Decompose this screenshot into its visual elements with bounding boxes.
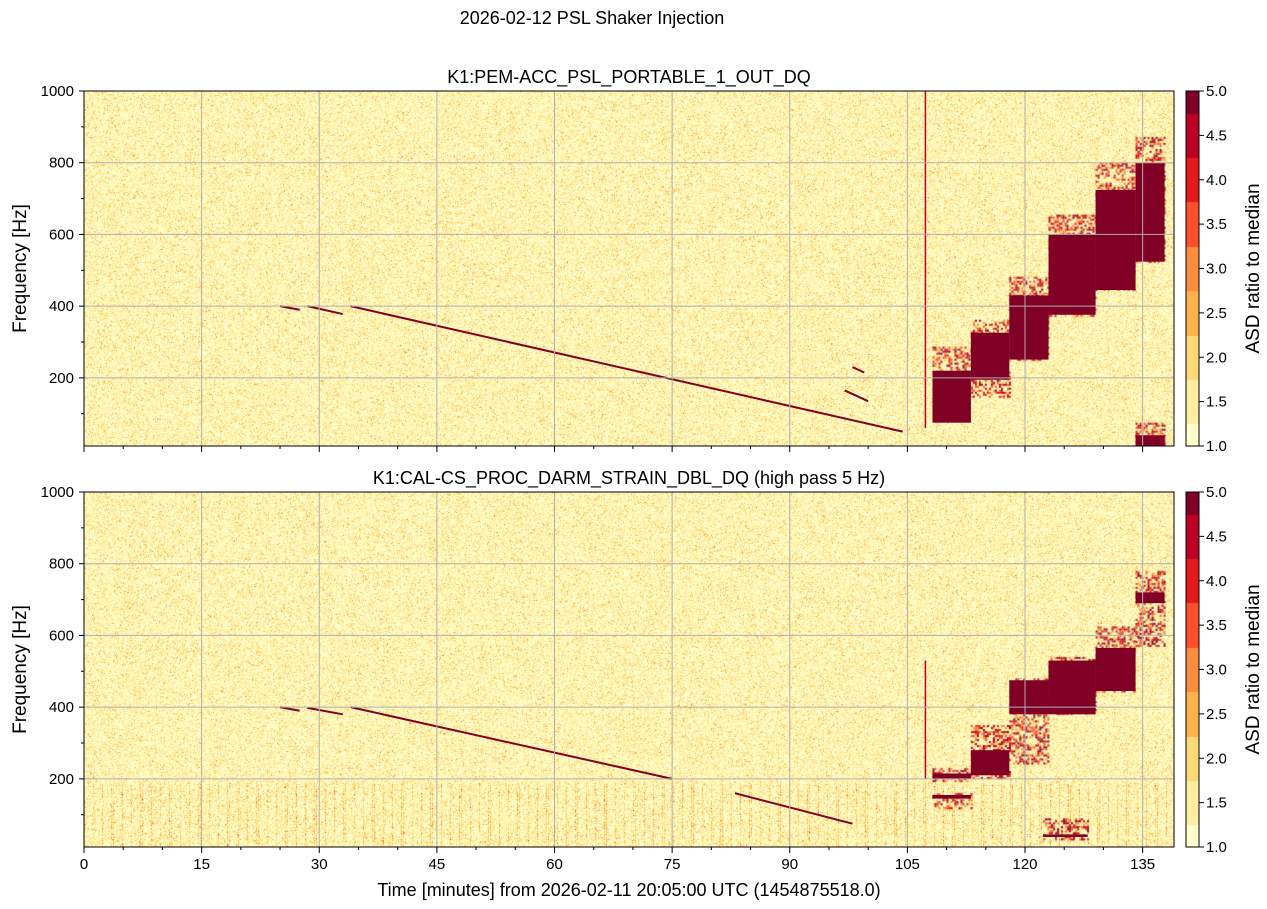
excess-power-block	[1135, 435, 1165, 446]
excess-power-block	[932, 773, 971, 779]
panel-top: K1:PEM-ACC_PSL_PORTABLE_1_OUT_DQ 200 400 60…	[10, 67, 1264, 455]
colorbar-tick-label: 4.5	[1206, 127, 1227, 144]
colorbar-tick-label: 4.0	[1206, 172, 1227, 189]
figure-title: 2026-02-12 PSL Shaker Injection	[460, 8, 725, 28]
excess-power-block	[932, 370, 971, 423]
colorbar-axis: 1.0 1.5 2.0 2.5 3.0 3.5 4.0 4.5 5.0 ASD ratio to …	[1185, 83, 1264, 455]
y-axis-label: Frequency [Hz]	[10, 605, 31, 734]
colorbar-axis: 1.0 1.5 2.0 2.5 3.0 3.5 4.0 4.5 5.0 ASD ratio to …	[1185, 484, 1264, 856]
colorbar-tick-label: 4.0	[1206, 573, 1227, 590]
excess-power-block	[1095, 189, 1136, 291]
x-axis-label: Time [minutes] from 2026-02-11 20:05:00 …	[377, 880, 880, 900]
colorbar-label: ASD ratio to median	[1243, 183, 1264, 353]
excess-power-block	[970, 332, 1010, 380]
panel-bottom-title: K1:CAL-CS_PROC_DARM_STRAIN_DBL_DQ (high …	[373, 468, 885, 489]
y-tick-label: 400	[49, 298, 74, 315]
y-tick-label: 600	[49, 226, 74, 243]
plot-frame	[83, 491, 1175, 848]
plot-area: 200 400 600 800 1000 Frequency [Hz]	[10, 83, 1175, 452]
chirp-line	[852, 366, 865, 374]
chirp-line	[350, 706, 673, 780]
spectrogram-top-image	[84, 91, 1174, 446]
x-tick-label: 120	[1012, 856, 1037, 873]
chirp-line	[307, 706, 343, 716]
colorbar-tick-label: 3.5	[1206, 216, 1227, 233]
y-tick-label: 1000	[41, 83, 74, 100]
excess-power-block	[1009, 295, 1049, 360]
plot-frame	[83, 90, 1175, 447]
x-tick-label: 90	[781, 856, 798, 873]
excess-power-block	[1135, 162, 1165, 262]
colorbar-tick-label: 1.5	[1206, 795, 1227, 812]
chirp-line	[350, 305, 903, 433]
chirp-line	[279, 706, 300, 712]
y-tick-label: 800	[49, 556, 74, 573]
panel-top-title: K1:PEM-ACC_PSL_PORTABLE_1_OUT_DQ	[447, 67, 810, 88]
colorbar-label: ASD ratio to median	[1243, 584, 1264, 754]
chirp-line	[307, 305, 343, 316]
excess-power-block	[932, 795, 971, 799]
chirp-line	[279, 305, 300, 311]
colorbar-tick-label: 2.0	[1206, 750, 1227, 767]
colorbar-tick-label: 5.0	[1206, 484, 1227, 501]
colorbar-tick-label: 1.5	[1206, 394, 1227, 411]
y-axis-label: Frequency [Hz]	[10, 204, 31, 333]
spectrogram-bottom-image	[84, 492, 1174, 847]
panel-bottom: K1:CAL-CS_PROC_DARM_STRAIN_DBL_DQ (high …	[10, 468, 1264, 873]
excess-power-block	[1135, 592, 1165, 604]
excess-power-block	[1095, 647, 1136, 692]
colorbar-frame	[1185, 90, 1200, 447]
x-tick-label: 75	[664, 856, 681, 873]
colorbar-tick-label: 5.0	[1206, 83, 1227, 100]
y-tick-label: 200	[49, 771, 74, 788]
colorbar-tick-label: 3.0	[1206, 261, 1227, 278]
x-tick-label: 60	[546, 856, 563, 873]
x-tick-label: 30	[311, 856, 328, 873]
colorbar-tick-label: 2.5	[1206, 305, 1227, 322]
colorbar-tick-label: 3.0	[1206, 662, 1227, 679]
chirp-line	[844, 389, 869, 403]
excess-power-block	[970, 750, 1010, 776]
colorbar-bottom	[1186, 492, 1199, 847]
x-tick-label: 105	[895, 856, 920, 873]
colorbar-tick-label: 2.0	[1206, 349, 1227, 366]
chirp-line	[734, 792, 853, 825]
y-tick-label: 800	[49, 155, 74, 172]
colorbar-tick-label: 1.0	[1206, 438, 1227, 455]
plot-area: 200 400 600 800 1000 Frequency [Hz] 0 15 30 45 60 7…	[10, 484, 1175, 873]
x-tick-label: 135	[1130, 856, 1155, 873]
y-tick-label: 1000	[41, 484, 74, 501]
y-tick-label: 200	[49, 370, 74, 387]
x-tick-label: 45	[429, 856, 446, 873]
y-tick-label: 400	[49, 699, 74, 716]
excess-power-block	[1043, 834, 1088, 837]
x-tick-label: 0	[80, 856, 88, 873]
colorbar-top	[1186, 91, 1199, 446]
colorbar-tick-label: 4.5	[1206, 528, 1227, 545]
colorbar-tick-label: 1.0	[1206, 839, 1227, 856]
excess-power-block	[1048, 234, 1096, 315]
colorbar-tick-label: 3.5	[1206, 617, 1227, 634]
excess-power-block	[1048, 660, 1096, 715]
colorbar-frame	[1185, 491, 1200, 848]
x-tick-label: 15	[193, 856, 210, 873]
excess-power-block	[1009, 680, 1049, 715]
y-tick-label: 600	[49, 627, 74, 644]
colorbar-tick-label: 2.5	[1206, 706, 1227, 723]
